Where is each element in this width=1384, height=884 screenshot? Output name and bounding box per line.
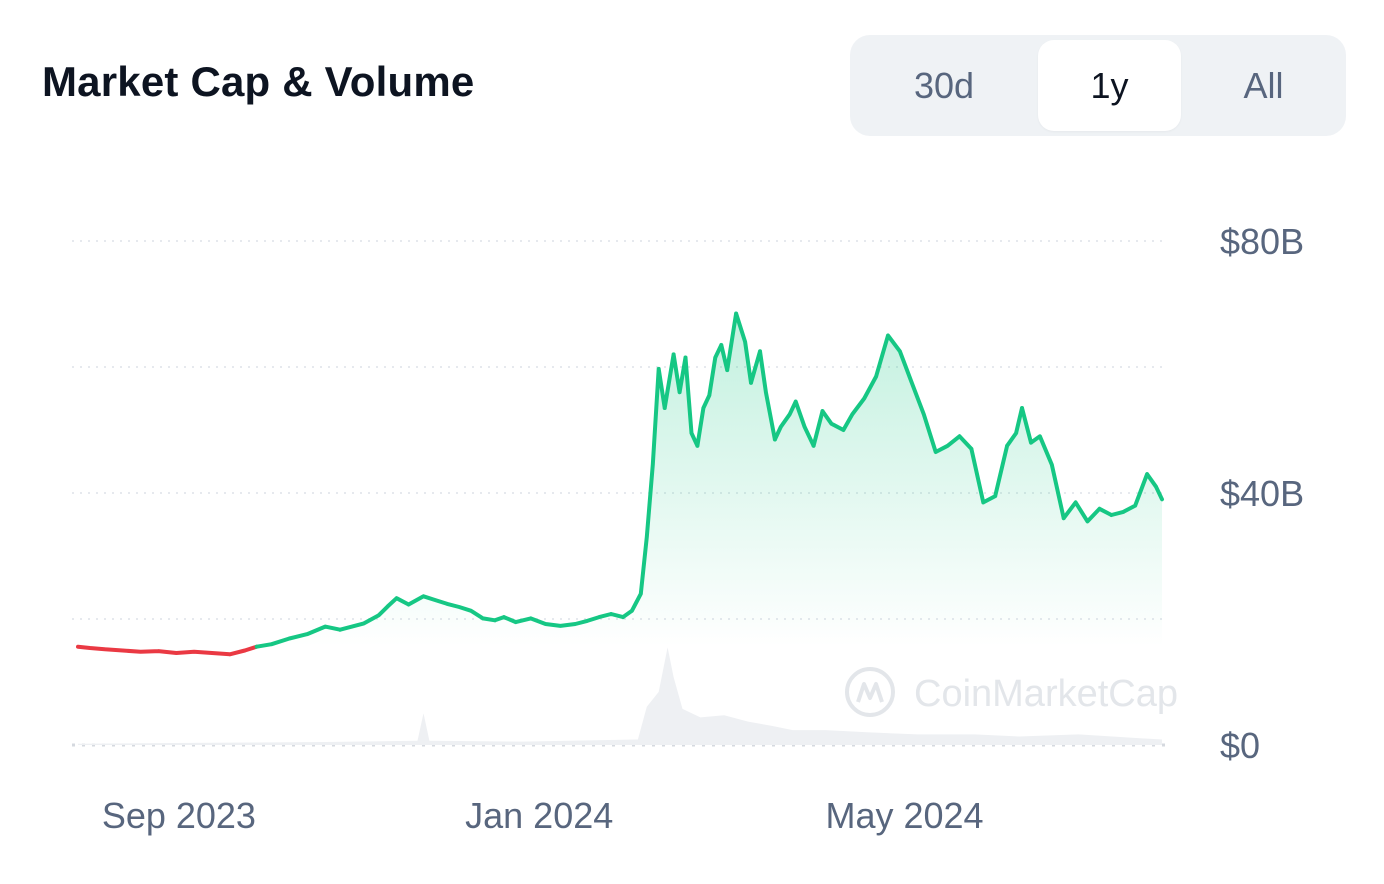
tab-all[interactable]: All [1243,64,1284,106]
market-cap-line-up [254,311,1164,649]
watermark-text: CoinMarketCap [914,673,1178,715]
market-cap-line-down [76,644,259,657]
chart-title: Market Cap & Volume [42,58,475,105]
y-tick-label: $80B [1220,221,1304,262]
y-tick-label: $40B [1220,473,1304,514]
coinmarketcap-logo-mark [856,682,884,703]
watermark: CoinMarketCap [845,667,1178,717]
y-tick-label: $0 [1220,725,1260,766]
x-tick-label: May 2024 [825,795,983,836]
x-tick-label: Sep 2023 [102,795,256,836]
tab-30d[interactable]: 30d [913,64,975,106]
market-cap-area [78,313,1162,647]
range-tab-group: 30d 1y All [850,35,1346,136]
x-tick-label: Jan 2024 [465,795,613,836]
coinmarketcap-logo-icon [845,667,895,717]
tab-1y[interactable]: 1y [1038,40,1181,131]
